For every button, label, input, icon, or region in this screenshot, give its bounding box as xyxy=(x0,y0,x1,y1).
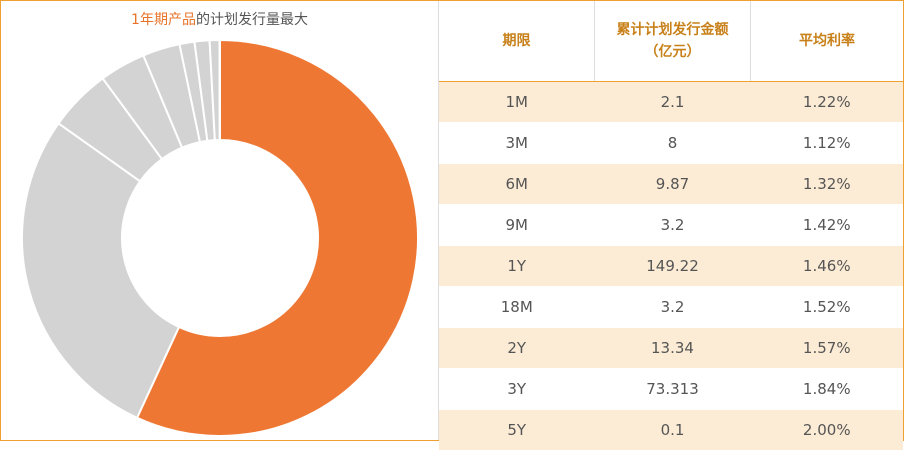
cell-rate: 1.52% xyxy=(751,287,904,328)
cell-term: 1M xyxy=(439,82,595,123)
cell-amount: 8 xyxy=(595,123,751,164)
cell-term: 2Y xyxy=(439,328,595,369)
cell-rate: 1.42% xyxy=(751,205,904,246)
cell-rate: 1.46% xyxy=(751,246,904,287)
cell-rate: 1.57% xyxy=(751,328,904,369)
cell-amount: 0.1 xyxy=(595,410,751,451)
cell-term: 9M xyxy=(439,205,595,246)
chart-panel: 1年期产品的计划发行量最大 xyxy=(1,1,439,440)
cell-term: 18M xyxy=(439,287,595,328)
cell-amount: 2.1 xyxy=(595,82,751,123)
header-term: 期限 xyxy=(439,1,595,82)
cell-term: 6M xyxy=(439,164,595,205)
cell-term: 1Y xyxy=(439,246,595,287)
header-rate: 平均利率 xyxy=(751,1,904,82)
cell-rate: 1.22% xyxy=(751,82,904,123)
cell-amount: 73.313 xyxy=(595,369,751,410)
cell-term: 5Y xyxy=(439,410,595,451)
cell-rate: 1.32% xyxy=(751,164,904,205)
slice-3Y xyxy=(22,123,179,417)
cell-amount: 149.22 xyxy=(595,246,751,287)
cell-term: 3Y xyxy=(439,369,595,410)
cell-amount: 13.34 xyxy=(595,328,751,369)
cell-rate: 1.84% xyxy=(751,369,904,410)
cell-amount: 9.87 xyxy=(595,164,751,205)
header-amount-unit: （亿元） xyxy=(645,44,701,60)
header-amount-line1: 累计计划发行金额 xyxy=(617,22,729,38)
table-header: 期限 累计计划发行金额 （亿元） 平均利率 xyxy=(439,1,903,82)
header-amount: 累计计划发行金额 （亿元） xyxy=(595,1,751,82)
cell-rate: 2.00% xyxy=(751,410,904,451)
donut-chart xyxy=(1,1,438,440)
cell-amount: 3.2 xyxy=(595,205,751,246)
cell-rate: 1.12% xyxy=(751,123,904,164)
cell-amount: 3.2 xyxy=(595,287,751,328)
cell-term: 3M xyxy=(439,123,595,164)
